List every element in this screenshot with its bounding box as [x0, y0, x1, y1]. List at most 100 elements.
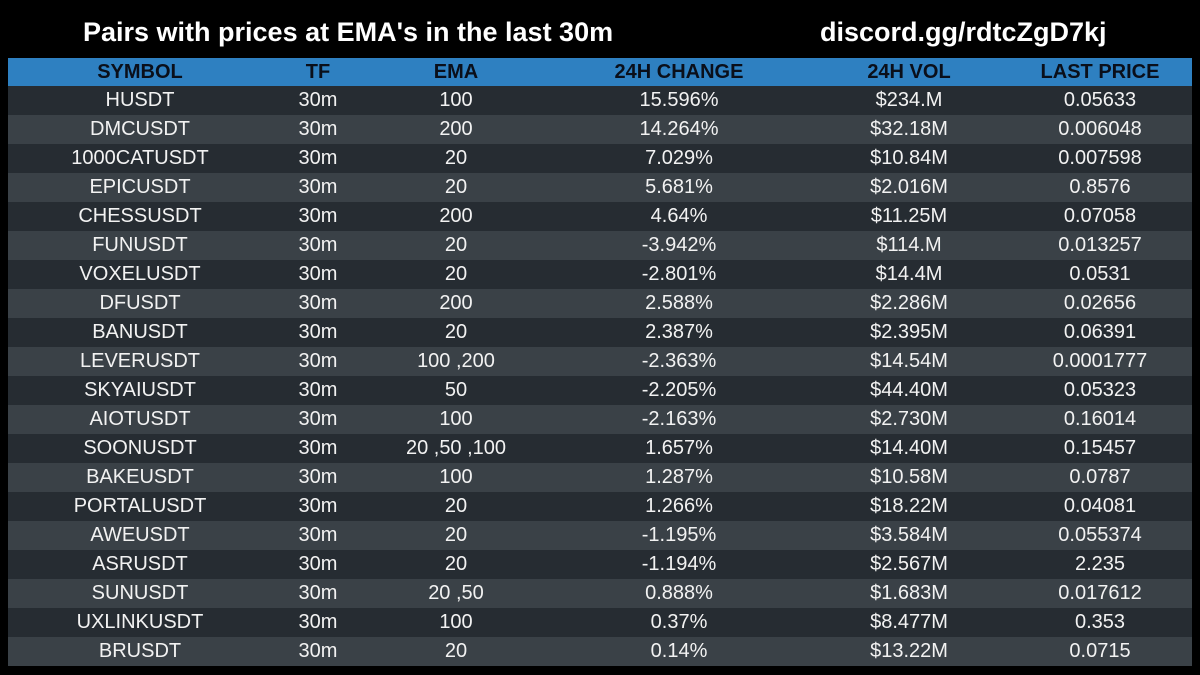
cell-24h-vol: $234.M [875, 89, 943, 111]
cell-symbol: EPICUSDT [89, 176, 191, 198]
cell-tf: 30m [298, 205, 338, 227]
cell-24h-vol: $2.730M [870, 408, 948, 430]
table-row: DFUSDT 30m 200 2.588% $2.286M 0.02656 [8, 289, 1192, 318]
table-row: BAKEUSDT 30m 100 1.287% $10.58M 0.0787 [8, 463, 1192, 492]
pairs-table: SYMBOL TF EMA 24H CHANGE 24H VOL LAST PR… [8, 58, 1192, 666]
table-row: SKYAIUSDT 30m 50 -2.205% $44.40M 0.05323 [8, 376, 1192, 405]
cell-24h-vol: $1.683M [870, 582, 948, 604]
cell-last-price: 0.007598 [1058, 147, 1142, 169]
cell-tf: 30m [298, 553, 338, 575]
table-row: LEVERUSDT 30m 100 ,200 -2.363% $14.54M 0.0001… [8, 347, 1192, 376]
table-row: SOONUSDT 30m 20 ,50 ,100 1.657% $14.40M 0.154… [8, 434, 1192, 463]
cell-tf: 30m [298, 495, 338, 517]
cell-24h-vol: $32.18M [870, 118, 948, 140]
cell-ema: 100 ,200 [417, 350, 495, 372]
cell-24h-change: 2.588% [645, 292, 713, 314]
cell-ema: 20 ,50 [428, 582, 484, 604]
cell-tf: 30m [298, 524, 338, 546]
cell-24h-change: -2.801% [641, 263, 717, 285]
cell-last-price: 0.05323 [1063, 379, 1137, 401]
cell-symbol: BRUSDT [98, 640, 182, 662]
cell-symbol: PORTALUSDT [73, 495, 207, 517]
cell-24h-vol: $2.286M [870, 292, 948, 314]
cell-tf: 30m [298, 408, 338, 430]
cell-symbol: DFUSDT [99, 292, 181, 314]
cell-ema: 20 [444, 263, 468, 285]
cell-ema: 100 [439, 408, 473, 430]
cell-24h-vol: $3.584M [870, 524, 948, 546]
cell-symbol: ASRUSDT [92, 553, 188, 575]
cell-ema: 100 [439, 89, 473, 111]
column-header-24h-vol: 24H VOL [867, 61, 951, 83]
cell-last-price: 0.16014 [1063, 408, 1137, 430]
table-row: DMCUSDT 30m 200 14.264% $32.18M 0.006048 [8, 115, 1192, 144]
table-row: EPICUSDT 30m 20 5.681% $2.016M 0.8576 [8, 173, 1192, 202]
header: Pairs with prices at EMA's in the last 3… [0, 0, 1200, 58]
column-header-tf: TF [305, 61, 331, 83]
cell-24h-vol: $8.477M [870, 611, 948, 633]
cell-ema: 200 [439, 292, 473, 314]
cell-symbol: SOONUSDT [83, 437, 197, 459]
cell-last-price: 0.006048 [1058, 118, 1142, 140]
cell-24h-vol: $10.84M [870, 147, 948, 169]
cell-24h-change: 4.64% [650, 205, 708, 227]
cell-24h-change: -2.363% [641, 350, 717, 372]
cell-ema: 200 [439, 118, 473, 140]
table-row: PORTALUSDT 30m 20 1.266% $18.22M 0.04081 [8, 492, 1192, 521]
cell-24h-change: 0.37% [650, 611, 708, 633]
cell-last-price: 0.06391 [1063, 321, 1137, 343]
cell-last-price: 0.013257 [1058, 234, 1142, 256]
cell-24h-vol: $2.567M [870, 553, 948, 575]
table-row: HUSDT 30m 100 15.596% $234.M 0.05633 [8, 86, 1192, 115]
cell-24h-change: -1.194% [641, 553, 717, 575]
cell-last-price: 0.15457 [1063, 437, 1137, 459]
cell-tf: 30m [298, 176, 338, 198]
cell-24h-vol: $44.40M [870, 379, 948, 401]
column-header-symbol: SYMBOL [97, 61, 183, 83]
cell-symbol: SKYAIUSDT [84, 379, 196, 401]
cell-24h-change: 1.266% [645, 495, 713, 517]
table-row: BRUSDT 30m 20 0.14% $13.22M 0.0715 [8, 637, 1192, 666]
cell-ema: 100 [439, 611, 473, 633]
cell-24h-change: 15.596% [639, 89, 719, 111]
table-row: VOXELUSDT 30m 20 -2.801% $14.4M 0.0531 [8, 260, 1192, 289]
cell-last-price: 0.04081 [1063, 495, 1137, 517]
table-header: SYMBOL TF EMA 24H CHANGE 24H VOL LAST PR… [8, 58, 1192, 86]
cell-symbol: FUNUSDT [92, 234, 188, 256]
discord-link[interactable]: discord.gg/rdtcZgD7kj [820, 17, 1107, 47]
table-row: FUNUSDT 30m 20 -3.942% $114.M 0.013257 [8, 231, 1192, 260]
cell-24h-change: -3.942% [641, 234, 717, 256]
table-body: HUSDT 30m 100 15.596% $234.M 0.05633 DMCUSDT 30… [8, 86, 1192, 666]
cell-24h-vol: $18.22M [870, 495, 948, 517]
table-row: UXLINKUSDT 30m 100 0.37% $8.477M 0.353 [8, 608, 1192, 637]
cell-24h-change: 5.681% [645, 176, 713, 198]
cell-symbol: CHESSUSDT [78, 205, 202, 227]
cell-tf: 30m [298, 292, 338, 314]
cell-24h-change: 7.029% [645, 147, 713, 169]
cell-ema: 20 [444, 553, 468, 575]
cell-symbol: 1000CATUSDT [71, 147, 209, 169]
cell-ema: 100 [439, 466, 473, 488]
cell-symbol: UXLINKUSDT [76, 611, 204, 633]
cell-tf: 30m [298, 582, 338, 604]
cell-last-price: 0.055374 [1058, 524, 1142, 546]
cell-symbol: AWEUSDT [90, 524, 190, 546]
cell-24h-change: 2.387% [645, 321, 713, 343]
table-row: 1000CATUSDT 30m 20 7.029% $10.84M 0.007598 [8, 144, 1192, 173]
cell-last-price: 0.0715 [1069, 640, 1131, 662]
column-header-24h-change: 24H CHANGE [614, 61, 744, 83]
cell-ema: 20 [444, 495, 468, 517]
cell-symbol: HUSDT [105, 89, 175, 111]
cell-tf: 30m [298, 263, 338, 285]
table-row: CHESSUSDT 30m 200 4.64% $11.25M 0.07058 [8, 202, 1192, 231]
cell-ema: 20 [444, 640, 468, 662]
cell-last-price: 0.8576 [1069, 176, 1131, 198]
cell-tf: 30m [298, 640, 338, 662]
column-header-last-price: LAST PRICE [1040, 61, 1160, 83]
cell-tf: 30m [298, 89, 338, 111]
cell-24h-vol: $13.22M [870, 640, 948, 662]
cell-last-price: 0.0787 [1069, 466, 1131, 488]
cell-last-price: 0.02656 [1063, 292, 1137, 314]
cell-24h-change: 14.264% [639, 118, 719, 140]
table-row: AIOTUSDT 30m 100 -2.163% $2.730M 0.16014 [8, 405, 1192, 434]
